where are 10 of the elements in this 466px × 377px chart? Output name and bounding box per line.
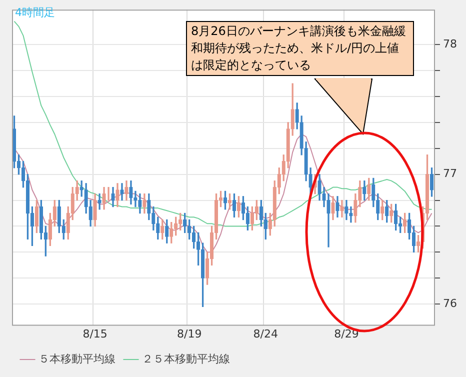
annotation: 4時間足 [15, 5, 55, 20]
annotation: 8月26日のバーナンキ講演後も米金融緩和期待が残ったため、米ドル/円の上値は限定的となっている [186, 21, 414, 76]
x-tick-label: 8/19 [176, 327, 202, 340]
y-tick-label: 77 [443, 167, 458, 180]
y-tick-label: 76 [443, 296, 458, 310]
legend-label: ２５本移動平均線 [142, 352, 230, 366]
x-tick-label: 8/24 [253, 327, 278, 340]
legend-label: ５本移動平均線 [38, 352, 116, 366]
y-tick-label: 78 [443, 37, 458, 50]
x-tick-label: 8/15 [82, 327, 108, 340]
